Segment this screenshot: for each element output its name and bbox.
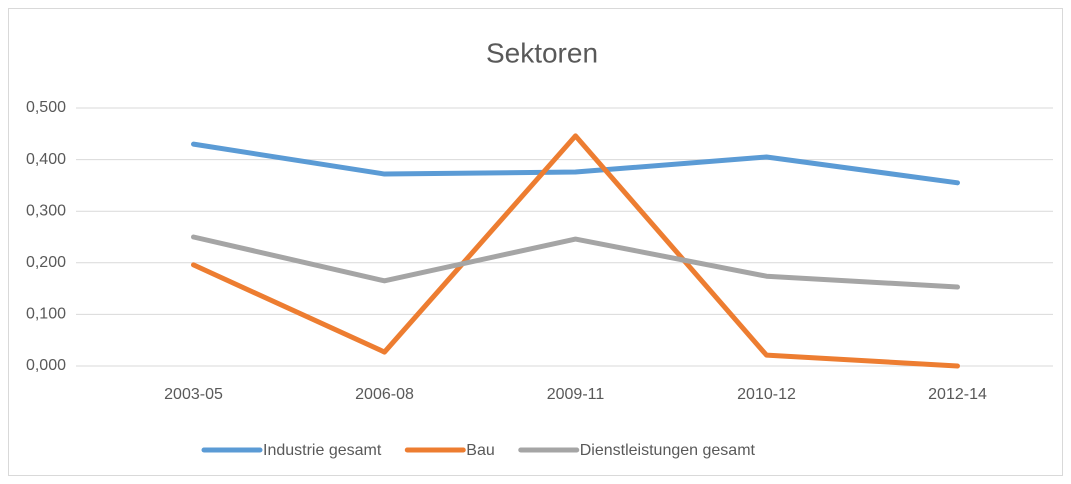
x-tick-label: 2006-08 <box>355 386 414 403</box>
x-tick-label: 2009-11 <box>547 386 605 403</box>
y-tick-label: 0,300 <box>26 202 66 219</box>
data-line <box>191 133 960 369</box>
legend-label: Dienstleistungen gesamt <box>580 442 756 459</box>
y-tick-label: 0,100 <box>26 306 66 323</box>
legend-label: Industrie gesamt <box>263 442 382 459</box>
y-tick-label: 0,000 <box>26 357 66 374</box>
y-tick-label: 0,500 <box>26 99 66 116</box>
data-line <box>191 234 960 290</box>
x-tick-label: 2010-12 <box>737 386 796 403</box>
x-tick-label: 2012-14 <box>928 386 987 403</box>
x-tick-label: 2003-05 <box>164 386 223 403</box>
legend-label: Bau <box>466 442 494 459</box>
chart-frame <box>8 8 1063 476</box>
chart-title: Sektoren <box>486 37 598 68</box>
data-line <box>191 141 960 186</box>
y-tick-label: 0,400 <box>26 151 66 168</box>
y-tick-label: 0,200 <box>26 254 66 271</box>
